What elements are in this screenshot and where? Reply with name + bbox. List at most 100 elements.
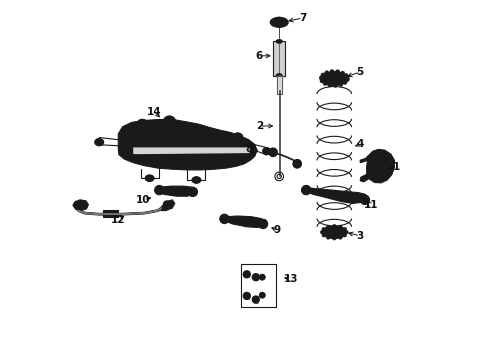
Circle shape xyxy=(245,273,248,276)
Circle shape xyxy=(263,148,270,154)
Circle shape xyxy=(344,73,348,78)
Polygon shape xyxy=(360,156,368,163)
Polygon shape xyxy=(118,120,257,170)
Polygon shape xyxy=(367,149,394,183)
Bar xyxy=(103,210,118,217)
Circle shape xyxy=(345,77,349,82)
Text: 11: 11 xyxy=(364,200,378,210)
Circle shape xyxy=(333,224,336,228)
Circle shape xyxy=(323,81,327,85)
Ellipse shape xyxy=(276,40,282,43)
Circle shape xyxy=(269,148,277,157)
Bar xyxy=(242,264,275,307)
Bar xyxy=(273,41,285,76)
Text: 8: 8 xyxy=(245,144,252,154)
Circle shape xyxy=(343,80,347,85)
Circle shape xyxy=(121,132,128,140)
Circle shape xyxy=(284,21,287,24)
Polygon shape xyxy=(222,216,265,228)
Circle shape xyxy=(147,175,152,181)
Text: 14: 14 xyxy=(147,107,162,117)
Circle shape xyxy=(345,76,349,81)
Circle shape xyxy=(245,294,248,298)
Circle shape xyxy=(254,298,258,301)
Circle shape xyxy=(252,296,259,303)
Circle shape xyxy=(252,274,259,281)
Circle shape xyxy=(278,17,281,20)
Circle shape xyxy=(343,228,347,231)
Polygon shape xyxy=(73,200,88,211)
Text: 3: 3 xyxy=(357,231,364,241)
Circle shape xyxy=(188,187,197,197)
Text: 10: 10 xyxy=(136,195,151,205)
Circle shape xyxy=(325,71,329,75)
Ellipse shape xyxy=(145,175,154,181)
Ellipse shape xyxy=(270,17,288,27)
Circle shape xyxy=(322,228,325,231)
Circle shape xyxy=(163,116,176,129)
Circle shape xyxy=(343,234,347,237)
Circle shape xyxy=(373,158,389,174)
Circle shape xyxy=(271,21,274,24)
Text: 13: 13 xyxy=(284,274,298,284)
Circle shape xyxy=(254,275,258,279)
Circle shape xyxy=(275,18,284,27)
Ellipse shape xyxy=(247,147,257,154)
Circle shape xyxy=(259,274,265,280)
Text: 12: 12 xyxy=(111,215,125,225)
Circle shape xyxy=(319,76,323,80)
Circle shape xyxy=(339,82,343,86)
Circle shape xyxy=(320,78,324,83)
Bar xyxy=(277,76,282,94)
Text: 7: 7 xyxy=(299,13,306,23)
Bar xyxy=(273,41,285,76)
Circle shape xyxy=(328,83,332,87)
Polygon shape xyxy=(304,188,368,203)
Circle shape xyxy=(234,133,242,140)
Circle shape xyxy=(278,24,281,27)
Circle shape xyxy=(339,225,342,229)
Ellipse shape xyxy=(326,228,343,236)
Circle shape xyxy=(341,71,345,75)
Circle shape xyxy=(326,236,330,239)
Text: 4: 4 xyxy=(357,139,364,149)
Text: 1: 1 xyxy=(392,162,400,172)
Ellipse shape xyxy=(120,132,129,140)
Circle shape xyxy=(326,225,330,229)
Ellipse shape xyxy=(321,72,347,85)
Text: 6: 6 xyxy=(256,51,263,61)
Text: 2: 2 xyxy=(256,121,263,131)
Circle shape xyxy=(155,185,164,195)
Circle shape xyxy=(321,73,325,77)
Circle shape xyxy=(377,162,386,171)
Ellipse shape xyxy=(95,139,104,146)
Ellipse shape xyxy=(276,74,282,77)
Text: 9: 9 xyxy=(274,225,281,235)
Circle shape xyxy=(258,219,268,229)
Ellipse shape xyxy=(137,119,147,127)
Ellipse shape xyxy=(263,148,270,155)
Circle shape xyxy=(336,70,340,74)
Circle shape xyxy=(293,159,301,168)
Circle shape xyxy=(220,214,229,224)
Circle shape xyxy=(301,185,311,195)
Ellipse shape xyxy=(325,74,343,83)
Text: 5: 5 xyxy=(357,67,364,77)
Circle shape xyxy=(333,237,336,240)
Circle shape xyxy=(248,147,256,154)
Ellipse shape xyxy=(322,226,346,239)
Circle shape xyxy=(96,139,102,145)
Circle shape xyxy=(194,177,199,183)
Circle shape xyxy=(320,230,324,234)
Circle shape xyxy=(76,201,84,208)
Circle shape xyxy=(345,230,348,234)
Circle shape xyxy=(360,195,369,204)
Polygon shape xyxy=(360,174,368,182)
Polygon shape xyxy=(157,186,196,196)
Circle shape xyxy=(339,236,342,239)
Circle shape xyxy=(163,201,171,208)
Circle shape xyxy=(259,292,265,298)
Circle shape xyxy=(166,119,172,126)
Circle shape xyxy=(243,271,250,278)
Ellipse shape xyxy=(192,177,201,183)
